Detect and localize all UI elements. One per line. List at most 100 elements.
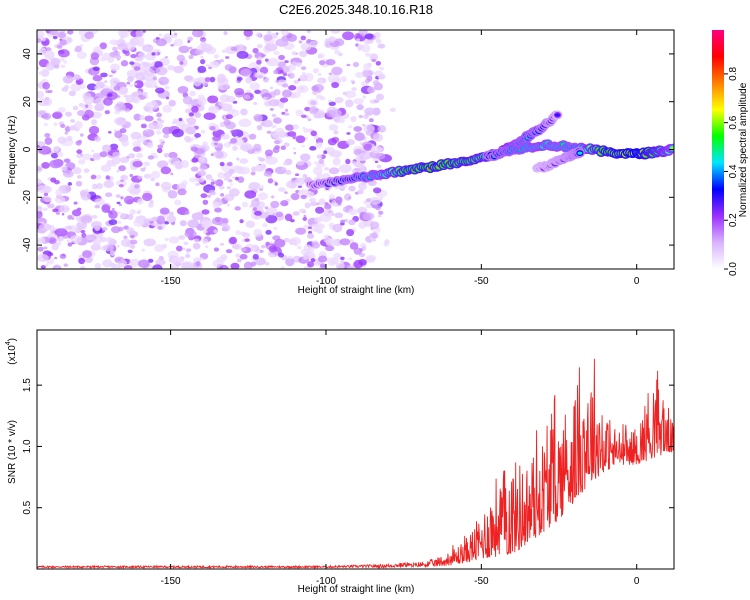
noise-cell	[79, 83, 86, 90]
noise-cell	[329, 109, 342, 118]
noise-cell	[284, 213, 293, 222]
noise-cell	[203, 112, 216, 121]
noise-cell	[264, 206, 269, 210]
noise-cell	[285, 169, 292, 176]
noise-cell	[37, 179, 43, 185]
noise-cell	[345, 158, 351, 165]
noise-cell	[234, 87, 245, 96]
noise-cell	[143, 161, 151, 167]
noise-cell	[372, 79, 380, 86]
noise-cell	[275, 211, 284, 218]
noise-cell	[298, 50, 308, 58]
noise-cell	[331, 81, 340, 89]
noise-cell	[132, 36, 145, 45]
noise-cell	[281, 167, 287, 171]
noise-cell	[191, 212, 204, 221]
noise-cell	[355, 72, 364, 79]
noise-cell	[371, 232, 378, 239]
noise-cell	[324, 167, 330, 171]
noise-cell	[41, 47, 45, 50]
noise-cell	[291, 61, 298, 67]
noise-cell	[137, 198, 144, 205]
spectrogram-y-label: Frequency (Hz)	[7, 116, 18, 185]
noise-cell	[330, 149, 343, 158]
noise-cell	[190, 146, 198, 152]
noise-cell	[80, 191, 91, 201]
noise-cell	[327, 99, 332, 103]
noise-cell	[129, 209, 136, 215]
noise-cell	[62, 170, 74, 178]
noise-cell	[144, 79, 157, 89]
noise-cell	[222, 224, 231, 232]
noise-cell	[118, 203, 123, 207]
noise-cell	[328, 72, 333, 76]
noise-cell	[177, 85, 189, 94]
noise-cell	[37, 205, 43, 213]
noise-cell	[342, 31, 355, 41]
noise-cell	[275, 80, 279, 83]
noise-cell	[133, 218, 145, 227]
noise-cell	[334, 212, 344, 219]
noise-cell	[372, 109, 376, 113]
spectrogram-x-tick-label: -150	[161, 276, 181, 287]
noise-cell	[252, 206, 258, 212]
ridge-core	[555, 113, 560, 117]
noise-cell	[186, 117, 197, 125]
noise-cell	[283, 237, 291, 243]
snr-scale-suffix: )	[7, 338, 18, 341]
noise-cell	[99, 56, 106, 62]
noise-cell	[296, 245, 302, 250]
noise-cell	[282, 72, 288, 76]
noise-cell	[60, 64, 66, 68]
noise-cell	[94, 198, 105, 206]
noise-cell	[59, 253, 67, 259]
noise-cell	[143, 238, 156, 247]
noise-cell	[137, 209, 142, 214]
noise-cell	[255, 72, 266, 79]
noise-cell	[245, 220, 256, 228]
noise-cell	[167, 64, 176, 71]
noise-cell	[279, 97, 289, 103]
noise-cell	[290, 237, 301, 246]
noise-cell	[375, 93, 384, 101]
noise-cell	[256, 124, 263, 131]
noise-cell	[390, 107, 396, 112]
noise-cell	[183, 75, 193, 82]
noise-cell	[358, 114, 363, 119]
noise-cell	[70, 235, 82, 244]
noise-cell	[147, 202, 154, 208]
noise-cell	[57, 107, 66, 113]
noise-cell	[328, 124, 339, 131]
noise-cell	[156, 130, 162, 135]
noise-cell	[183, 241, 189, 246]
noise-cell	[272, 147, 280, 154]
noise-cell	[77, 109, 86, 117]
noise-cell	[313, 166, 323, 176]
noise-cell	[225, 95, 236, 103]
colorbar-tick-label: 0.2	[728, 213, 739, 227]
noise-cell	[37, 38, 42, 44]
noise-cell	[214, 150, 224, 159]
noise-cell	[295, 135, 306, 144]
noise-cell	[37, 30, 45, 39]
noise-cell	[65, 111, 72, 117]
noise-cell	[364, 107, 376, 116]
noise-cell	[68, 90, 76, 97]
noise-cell	[142, 61, 151, 68]
noise-cell	[248, 182, 261, 190]
noise-cell	[37, 185, 50, 194]
noise-cell	[328, 101, 336, 107]
snr-frame	[36, 329, 675, 570]
noise-cell	[278, 252, 285, 258]
noise-cell	[266, 31, 272, 35]
colorbar-tick-label: 0.6	[728, 115, 739, 129]
noise-cell	[124, 108, 131, 113]
noise-cell	[43, 123, 48, 127]
noise-cell	[318, 158, 325, 165]
noise-cell	[223, 31, 228, 36]
noise-cell	[80, 266, 85, 269]
noise-cell	[266, 57, 280, 67]
noise-cell	[243, 30, 253, 37]
ridge-core	[577, 151, 583, 155]
